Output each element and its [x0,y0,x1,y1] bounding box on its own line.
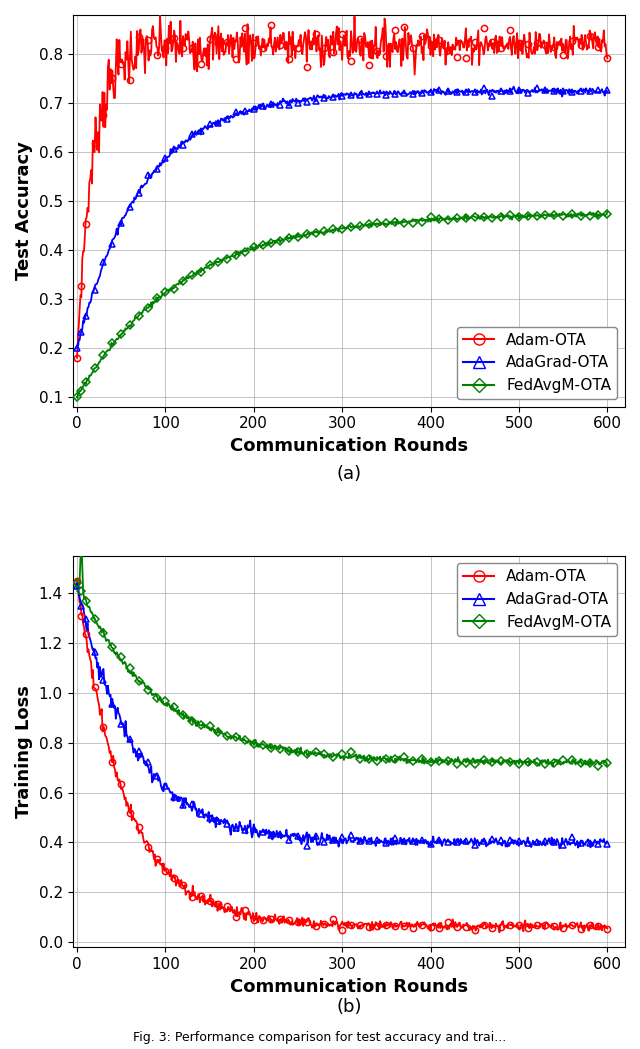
X-axis label: Communication Rounds: Communication Rounds [230,978,468,996]
Text: (a): (a) [336,466,362,484]
Y-axis label: Training Loss: Training Loss [15,685,33,818]
Legend: Adam-OTA, AdaGrad-OTA, FedAvgM-OTA: Adam-OTA, AdaGrad-OTA, FedAvgM-OTA [458,326,618,399]
X-axis label: Communication Rounds: Communication Rounds [230,437,468,455]
Legend: Adam-OTA, AdaGrad-OTA, FedAvgM-OTA: Adam-OTA, AdaGrad-OTA, FedAvgM-OTA [458,563,618,636]
Text: Fig. 3: Performance comparison for test accuracy and trai...: Fig. 3: Performance comparison for test … [133,1031,507,1044]
Text: (b): (b) [336,999,362,1016]
Y-axis label: Test Accuracy: Test Accuracy [15,142,33,280]
